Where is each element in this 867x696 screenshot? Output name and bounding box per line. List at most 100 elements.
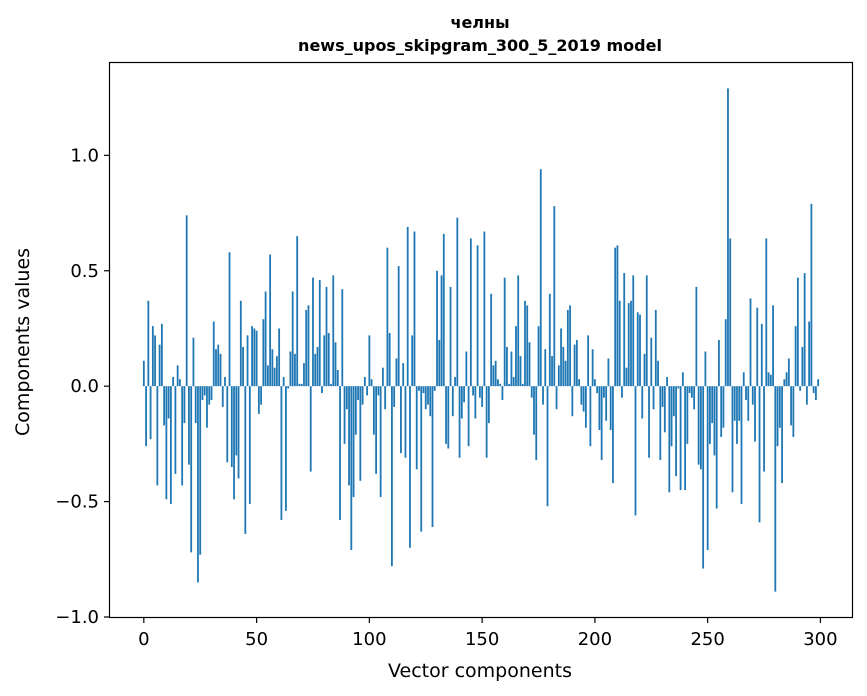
bar-82	[327, 333, 330, 387]
bar-165	[515, 326, 517, 387]
bar-21	[190, 386, 193, 553]
bar-127	[429, 386, 432, 417]
bar-98	[363, 376, 366, 387]
bar-259	[727, 88, 729, 387]
bar-126	[427, 386, 429, 405]
bar-151	[483, 231, 486, 387]
bar-187	[564, 360, 567, 387]
bar-103	[375, 386, 378, 474]
bar-181	[551, 356, 553, 387]
bar-190	[571, 386, 574, 417]
bar-227	[654, 309, 657, 387]
bar-95	[357, 386, 359, 401]
bar-149	[478, 386, 481, 398]
bar-89	[343, 386, 346, 444]
bar-22	[192, 337, 195, 387]
bar-295	[808, 321, 811, 387]
bar-107	[384, 386, 387, 410]
bar-188	[566, 309, 569, 387]
bar-58	[273, 367, 276, 387]
bar-270	[751, 386, 754, 405]
bar-29	[208, 386, 211, 405]
bar-1	[145, 386, 147, 447]
bar-175	[537, 326, 540, 387]
bar-123	[420, 386, 423, 532]
bar-86	[336, 370, 339, 387]
bar-246	[697, 386, 700, 465]
bar-13	[172, 376, 175, 387]
bar-182	[553, 206, 556, 387]
bar-191	[573, 344, 576, 387]
bar-67	[294, 353, 296, 387]
bar-113	[397, 266, 400, 387]
bar-5	[154, 335, 156, 387]
bar-15	[176, 365, 179, 387]
bar-118	[409, 386, 411, 548]
bar-146	[472, 386, 474, 396]
bar-44	[242, 346, 244, 387]
bar-132	[440, 275, 443, 387]
bar-290	[796, 277, 799, 387]
bar-293	[803, 273, 806, 387]
bar-81	[325, 286, 328, 387]
bar-289	[794, 326, 797, 387]
bar-213	[623, 273, 626, 387]
bar-158	[499, 383, 502, 387]
bar-99	[366, 386, 368, 396]
bar-133	[442, 233, 445, 387]
bar-170	[526, 305, 529, 387]
bar-35	[221, 386, 224, 407]
bar-201	[596, 386, 599, 394]
bar-224	[648, 386, 650, 458]
bar-266	[742, 372, 745, 387]
bar-140	[458, 386, 461, 458]
bar-43	[239, 300, 242, 387]
bar-79	[321, 386, 323, 394]
bar-160	[503, 277, 506, 387]
bar-134	[445, 386, 447, 444]
bar-46	[246, 335, 249, 387]
bar-72	[305, 309, 308, 387]
bar-77	[316, 346, 319, 387]
x-axis-label: Vector components	[388, 660, 572, 682]
x-tick-label: 50	[245, 629, 268, 650]
bar-97	[361, 386, 364, 405]
bar-90	[345, 386, 348, 410]
bar-106	[381, 367, 384, 387]
bar-283	[781, 386, 783, 484]
bar-228	[657, 360, 659, 387]
bar-279	[772, 305, 774, 387]
bar-225	[650, 337, 653, 387]
bar-26	[201, 386, 204, 401]
bar-12	[169, 386, 172, 504]
bar-32	[215, 349, 217, 387]
bar-257	[722, 386, 725, 428]
bar-167	[519, 356, 522, 387]
bar-297	[812, 386, 815, 394]
bar-147	[474, 386, 477, 419]
bar-108	[386, 247, 389, 387]
bar-185	[560, 328, 562, 387]
bar-218	[634, 386, 637, 516]
bar-223	[645, 275, 648, 387]
bar-254	[715, 386, 718, 509]
bar-173	[533, 386, 535, 435]
bar-70	[300, 383, 303, 387]
bar-177	[542, 386, 544, 405]
bar-263	[736, 386, 738, 444]
chart-title-line-2: news_upos_skipgram_300_5_2019 model	[298, 36, 662, 55]
bar-24	[197, 386, 199, 583]
bar-271	[754, 386, 756, 442]
bar-27	[203, 386, 206, 396]
bar-219	[636, 312, 639, 387]
bar-8	[160, 323, 163, 387]
bar-104	[377, 386, 380, 396]
bar-88	[341, 289, 344, 387]
bar-292	[801, 346, 804, 387]
bar-267	[745, 386, 747, 401]
bar-41	[235, 386, 238, 456]
bar-74	[309, 386, 312, 472]
bar-251	[709, 386, 711, 444]
bar-148	[476, 245, 479, 387]
